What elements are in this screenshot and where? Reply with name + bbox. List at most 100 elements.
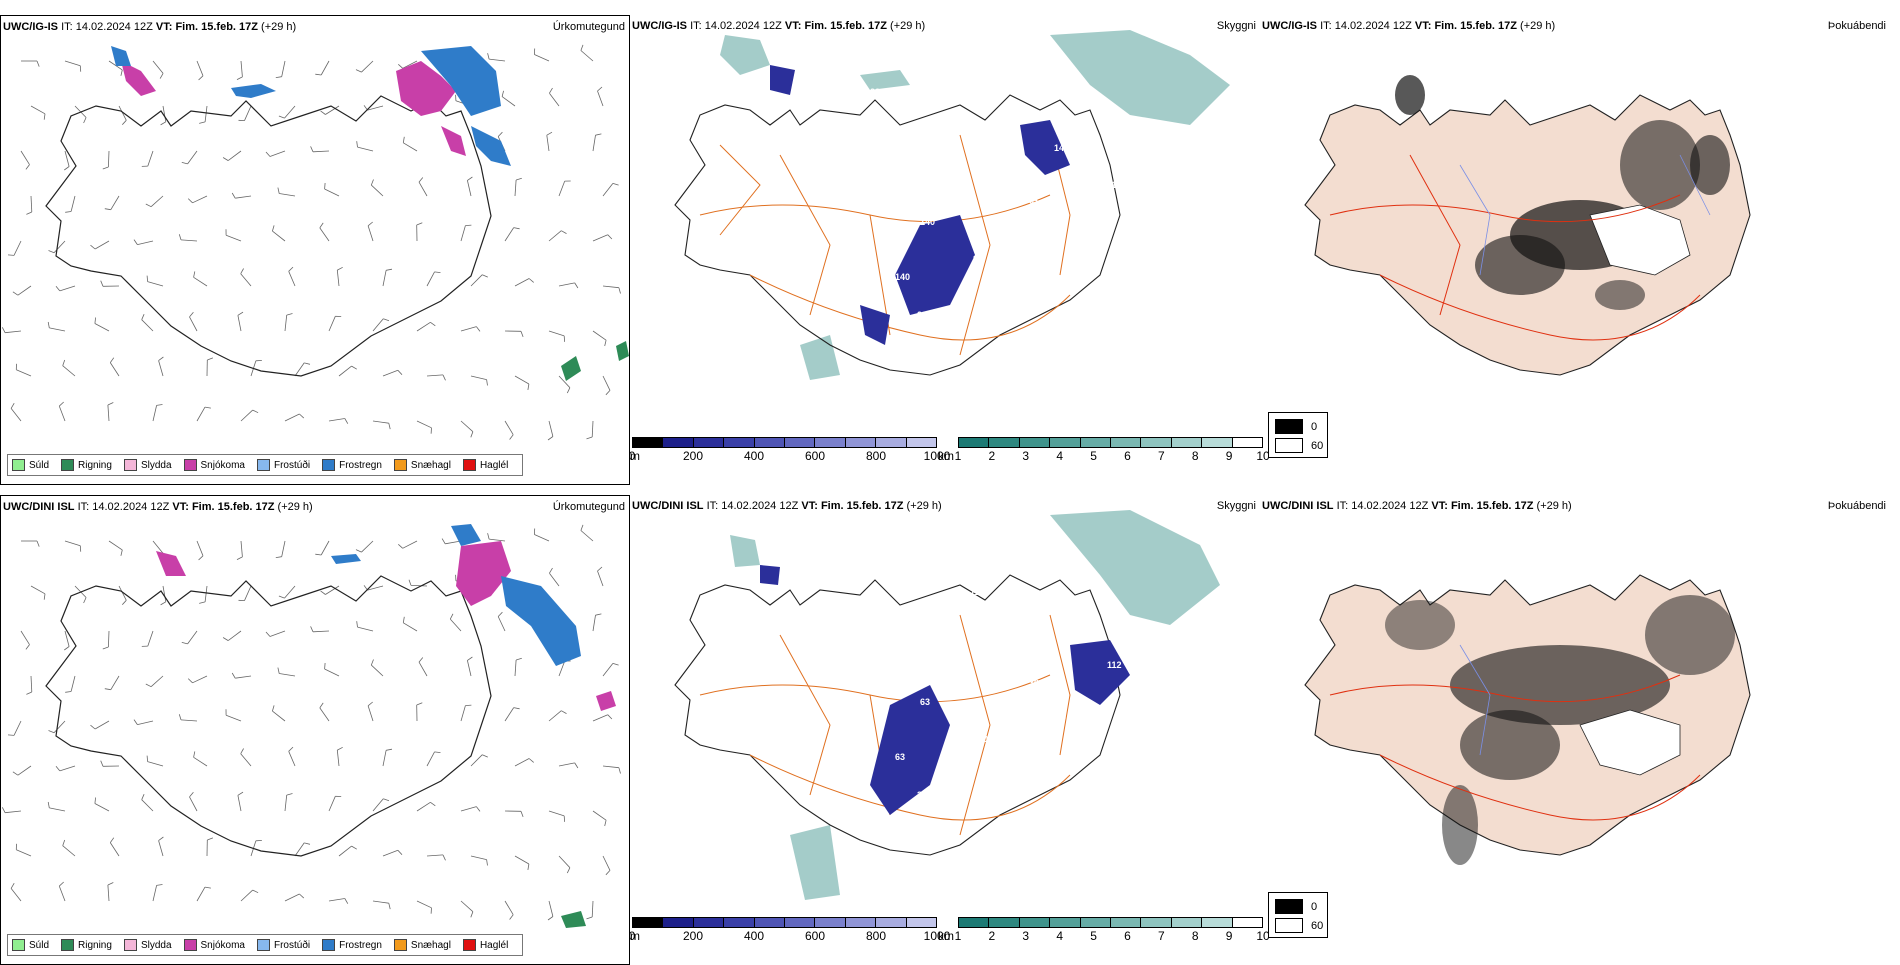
wind-barb [502, 97, 515, 106]
wind-barb-flag [237, 557, 242, 560]
precip-panel-top: UWC/IG-IS IT: 14.02.2024 12Z VT: Fim. 15… [0, 15, 630, 485]
ceiling-value-label: 33 [1051, 236, 1061, 246]
precip-snow [121, 61, 466, 156]
wind-barb-flag [238, 312, 243, 315]
wind-barb [320, 708, 329, 721]
legend-label: Frostregn [339, 460, 382, 471]
wind-barb-flag [279, 596, 285, 598]
wind-barb-flag [581, 45, 583, 51]
wind-barb [188, 151, 197, 164]
wind-barb-flag [199, 556, 203, 560]
wind-barb-flag [409, 580, 411, 586]
wind-barb-flag [528, 384, 529, 390]
ceiling-value-label: 128 [1054, 623, 1069, 633]
legend-item: Frostúði [257, 459, 310, 471]
ceiling-value-label: 238 [948, 789, 963, 799]
cloud-map: 7683884573943286323817512811263230158140… [630, 495, 1260, 965]
wind-barb [193, 196, 208, 203]
colorbar-tick: 2 [989, 449, 996, 463]
wind-barb [373, 319, 383, 331]
wind-barb-flag [190, 792, 194, 797]
wind-barb [461, 901, 473, 912]
legend-item: Slydda [124, 459, 172, 471]
colorbar-segment [1202, 438, 1232, 447]
wind-barb-flag [608, 235, 612, 239]
wind-barb-flag [311, 146, 313, 151]
ceiling-value-label: 768 [870, 567, 885, 577]
ceiling-value-label: 143 [1001, 106, 1016, 116]
wind-barb-flag [352, 366, 357, 369]
ceiling-value-label: 158 [1026, 771, 1041, 781]
wind-barb-flag [147, 756, 148, 762]
wind-barb [549, 231, 561, 241]
wind-barb [14, 241, 21, 255]
wind-barb-flag [8, 255, 14, 256]
wind-barb [549, 711, 561, 721]
fog-panel-bottom: UWC/DINI ISL IT: 14.02.2024 12Z VT: Fim.… [1260, 495, 1890, 965]
wind-barb-flag [241, 269, 244, 274]
fog-map [1260, 495, 1890, 965]
wind-barb-flag [101, 761, 103, 767]
wind-barb [368, 226, 373, 241]
wind-barb [49, 328, 65, 331]
wind-barb-flag [598, 567, 603, 571]
wind-barb [593, 811, 606, 820]
wind-barb-flag [121, 550, 122, 556]
ceiling-value-label: 39 [998, 199, 1008, 209]
wind-barb-flag [608, 715, 612, 719]
wind-barb [197, 541, 203, 556]
colorbar-segment [876, 438, 906, 447]
wind-barb [559, 283, 575, 286]
legend-item: Súld [12, 939, 49, 951]
ceiling-value-label: 96 [1023, 624, 1033, 634]
wind-barb-flag [488, 53, 490, 59]
wind-barb-flag [147, 276, 148, 282]
wind-barb [362, 541, 374, 552]
colorbar-segment [907, 918, 936, 927]
wind-barb [285, 414, 299, 421]
wind-barb [559, 763, 575, 766]
fog-high-swatch [1275, 899, 1303, 914]
wind-barb-flag [276, 77, 282, 78]
wind-barb [515, 376, 529, 384]
wind-barb-flag [95, 318, 96, 324]
wind-barb-flag [521, 811, 523, 817]
wind-barb [272, 231, 285, 241]
wind-barb [549, 573, 559, 586]
ceiling-value-label: 91 [1029, 198, 1039, 208]
wind-barb [151, 676, 163, 687]
wind-barb [559, 856, 570, 868]
wind-barb [285, 106, 296, 118]
wind-barb-flag [619, 288, 621, 294]
fog-high-swatch [1275, 419, 1303, 434]
wind-barb-flag [105, 209, 111, 210]
ceiling-value-label: 388 [923, 604, 938, 614]
ceiling-value-label: 63 [895, 752, 905, 762]
ceiling-value-label: 394 [1029, 678, 1044, 688]
ceiling-value-label: 84 [1104, 753, 1114, 763]
wind-barb-flag [304, 843, 310, 844]
wind-barb [289, 271, 295, 286]
wind-barb-flag [2, 327, 5, 332]
colorbar-segment [724, 438, 754, 447]
wind-barb [547, 135, 549, 151]
wind-barb [59, 886, 65, 901]
wind-barb [417, 322, 430, 331]
legend-label: Frostregn [339, 940, 382, 951]
colorbar-segment [1141, 918, 1171, 927]
wind-barb [137, 721, 153, 725]
legend-swatch [463, 459, 476, 471]
wind-barb [471, 275, 482, 286]
colorbar-segment [846, 918, 876, 927]
colorbar-tick: 800 [866, 449, 886, 463]
wind-barb-flag [159, 357, 164, 361]
iceland-outline [46, 576, 491, 856]
wind-barb-flag [49, 251, 55, 253]
colorbar-segment [907, 438, 936, 447]
wind-barb-flag [548, 917, 553, 921]
wind-barb-flag [266, 152, 270, 157]
wind-barb-flag [403, 137, 404, 143]
wind-barb-flag [547, 132, 552, 135]
ceiling-value-label: 112 [1107, 660, 1122, 670]
wind-barb [471, 376, 487, 380]
